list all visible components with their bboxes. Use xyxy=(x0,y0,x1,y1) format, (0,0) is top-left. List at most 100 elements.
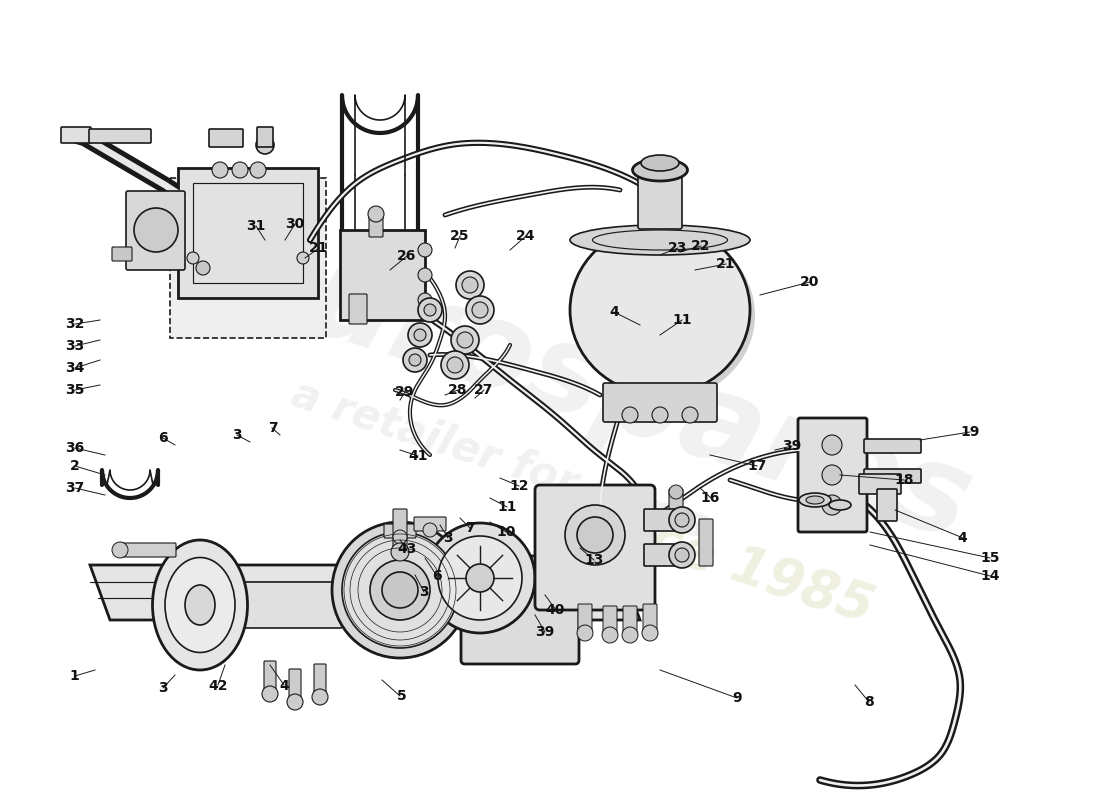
Text: 11: 11 xyxy=(672,313,692,327)
FancyBboxPatch shape xyxy=(644,544,678,566)
Text: 4: 4 xyxy=(958,530,967,545)
Circle shape xyxy=(447,357,463,373)
Circle shape xyxy=(578,625,593,641)
Text: 7: 7 xyxy=(268,421,277,435)
Circle shape xyxy=(578,517,613,553)
Circle shape xyxy=(669,507,695,533)
Circle shape xyxy=(621,627,638,643)
Circle shape xyxy=(565,505,625,565)
Circle shape xyxy=(134,208,178,252)
Circle shape xyxy=(602,627,618,643)
Text: 30: 30 xyxy=(285,217,305,231)
Circle shape xyxy=(451,326,478,354)
Ellipse shape xyxy=(806,496,824,504)
Ellipse shape xyxy=(829,500,851,510)
Circle shape xyxy=(472,302,488,318)
Text: 13: 13 xyxy=(584,553,604,567)
Circle shape xyxy=(297,252,309,264)
Text: 4: 4 xyxy=(279,678,288,693)
Ellipse shape xyxy=(575,230,755,400)
Circle shape xyxy=(390,543,409,561)
Text: 33: 33 xyxy=(65,338,85,353)
Ellipse shape xyxy=(799,493,830,507)
FancyBboxPatch shape xyxy=(414,517,446,531)
Text: 3: 3 xyxy=(232,428,241,442)
FancyBboxPatch shape xyxy=(340,230,425,320)
FancyBboxPatch shape xyxy=(877,489,896,521)
Circle shape xyxy=(621,407,638,423)
Text: 17: 17 xyxy=(747,459,767,474)
Circle shape xyxy=(675,513,689,527)
FancyBboxPatch shape xyxy=(264,661,276,695)
Text: 7: 7 xyxy=(465,521,474,535)
Circle shape xyxy=(441,351,469,379)
Text: 6: 6 xyxy=(158,431,167,446)
Circle shape xyxy=(287,694,303,710)
Ellipse shape xyxy=(153,540,248,670)
Circle shape xyxy=(424,523,437,537)
Circle shape xyxy=(669,542,695,568)
FancyBboxPatch shape xyxy=(603,606,617,636)
Ellipse shape xyxy=(185,585,214,625)
Polygon shape xyxy=(90,565,640,620)
Circle shape xyxy=(418,293,432,307)
Text: 34: 34 xyxy=(65,361,85,375)
Text: 23: 23 xyxy=(668,241,688,255)
Text: a retailer for parts: a retailer for parts xyxy=(286,373,714,547)
Text: 25: 25 xyxy=(450,229,470,243)
Circle shape xyxy=(642,625,658,641)
Text: 14: 14 xyxy=(980,569,1000,583)
FancyBboxPatch shape xyxy=(393,509,407,551)
Text: 6: 6 xyxy=(432,569,441,583)
FancyBboxPatch shape xyxy=(644,509,678,531)
Text: 21: 21 xyxy=(716,257,736,271)
Text: 5: 5 xyxy=(397,689,406,703)
Circle shape xyxy=(456,271,484,299)
Circle shape xyxy=(418,298,442,322)
Circle shape xyxy=(425,523,535,633)
Circle shape xyxy=(652,407,668,423)
Text: 39: 39 xyxy=(535,625,554,639)
Circle shape xyxy=(262,686,278,702)
FancyBboxPatch shape xyxy=(644,604,657,634)
Ellipse shape xyxy=(570,225,750,255)
Circle shape xyxy=(462,277,478,293)
Text: 37: 37 xyxy=(65,481,85,495)
FancyBboxPatch shape xyxy=(864,439,921,453)
FancyBboxPatch shape xyxy=(384,524,416,538)
Text: 3: 3 xyxy=(419,585,428,599)
Text: 4: 4 xyxy=(609,305,618,319)
FancyBboxPatch shape xyxy=(864,469,921,483)
FancyBboxPatch shape xyxy=(170,178,326,338)
Text: 36: 36 xyxy=(65,441,85,455)
Text: 26: 26 xyxy=(397,249,417,263)
FancyBboxPatch shape xyxy=(535,485,654,610)
Text: 3: 3 xyxy=(443,531,452,546)
Circle shape xyxy=(368,206,384,222)
Circle shape xyxy=(382,572,418,608)
Text: 11: 11 xyxy=(497,500,517,514)
Text: 31: 31 xyxy=(246,218,266,233)
FancyBboxPatch shape xyxy=(289,669,301,703)
Circle shape xyxy=(408,323,432,347)
Text: 10: 10 xyxy=(496,525,516,539)
FancyBboxPatch shape xyxy=(89,129,151,143)
FancyBboxPatch shape xyxy=(60,127,91,143)
Circle shape xyxy=(822,465,842,485)
Text: 29: 29 xyxy=(395,385,415,399)
Circle shape xyxy=(675,548,689,562)
FancyBboxPatch shape xyxy=(578,604,592,634)
FancyBboxPatch shape xyxy=(236,582,343,628)
Text: 12: 12 xyxy=(509,478,529,493)
FancyBboxPatch shape xyxy=(368,217,383,237)
FancyBboxPatch shape xyxy=(698,519,713,566)
Circle shape xyxy=(312,689,328,705)
Circle shape xyxy=(414,329,426,341)
Text: 32: 32 xyxy=(65,317,85,331)
Text: 35: 35 xyxy=(65,383,85,398)
Text: 20: 20 xyxy=(800,274,820,289)
Text: 42: 42 xyxy=(208,678,228,693)
Text: 24: 24 xyxy=(516,229,536,243)
Circle shape xyxy=(250,162,266,178)
FancyBboxPatch shape xyxy=(461,556,579,664)
